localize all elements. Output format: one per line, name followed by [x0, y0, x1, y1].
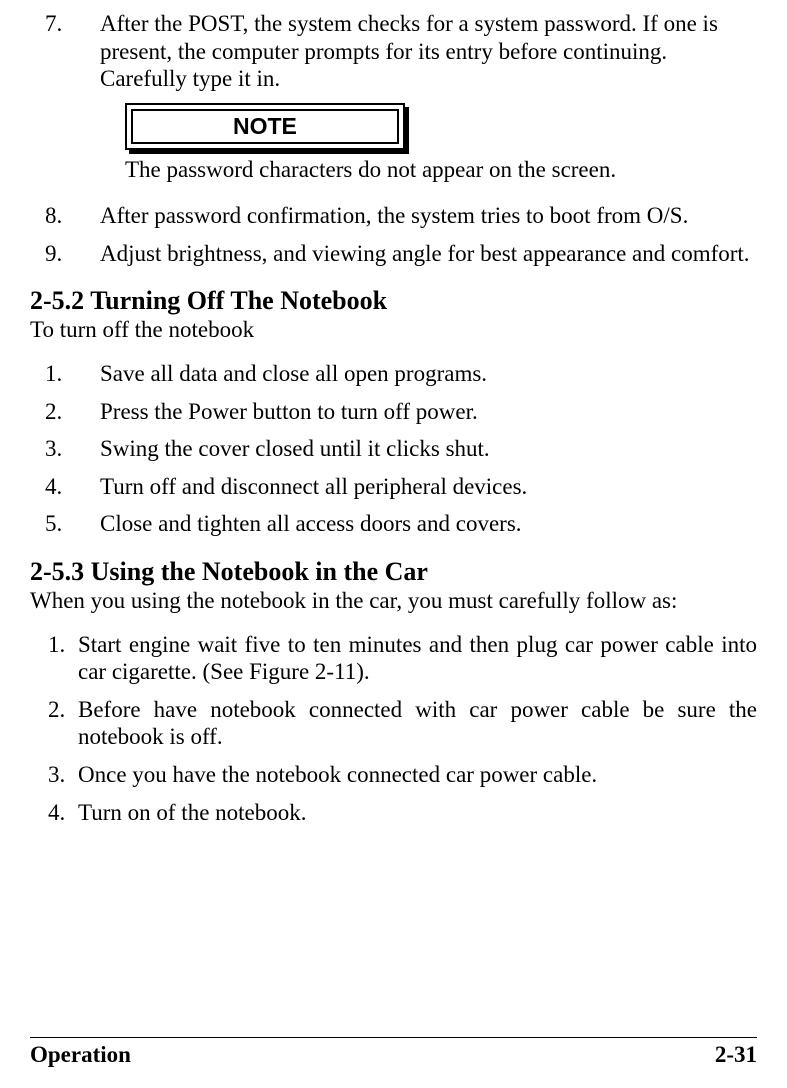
list-item: 2. Press the Power button to turn off po… [30, 398, 757, 426]
item-number: 3. [30, 435, 100, 463]
item-text: Adjust brightness, and viewing angle for… [100, 240, 757, 268]
ordered-list: 1. Save all data and close all open prog… [30, 360, 757, 538]
section-heading: 2-5.2 Turning Off The Notebook [30, 285, 757, 316]
footer-page-number: 2-31 [715, 1042, 757, 1068]
item-text: Save all data and close all open program… [100, 360, 757, 388]
item-number: 7. [30, 10, 100, 93]
list-item: 3. Swing the cover closed until it click… [30, 435, 757, 463]
list-item: 3. Once you have the notebook connected … [30, 761, 757, 789]
item-number: 1. [30, 360, 100, 388]
list-item: 9. Adjust brightness, and viewing angle … [30, 240, 757, 268]
item-text: Before have notebook connected with car … [78, 696, 757, 751]
section-heading: 2-5.3 Using the Notebook in the Car [30, 556, 757, 587]
item-text: Press the Power button to turn off power… [100, 398, 757, 426]
list-item: 5. Close and tighten all access doors an… [30, 510, 757, 538]
section-intro: To turn off the notebook [30, 316, 757, 344]
item-text: Swing the cover closed until it clicks s… [100, 435, 757, 463]
list-item: 1. Save all data and close all open prog… [30, 360, 757, 388]
item-number: 4. [30, 799, 78, 827]
item-text: After the POST, the system checks for a … [100, 10, 757, 93]
item-text: Turn off and disconnect all peripheral d… [100, 473, 757, 501]
item-number: 4. [30, 473, 100, 501]
ordered-list: 1. Start engine wait five to ten minutes… [30, 631, 757, 827]
list-item: 8. After password confirmation, the syst… [30, 202, 757, 230]
list-item: 2. Before have notebook connected with c… [30, 696, 757, 751]
note-label: NOTE [131, 109, 399, 145]
list-item: 4. Turn off and disconnect all periphera… [30, 473, 757, 501]
footer-section-name: Operation [30, 1042, 131, 1068]
page-content: 7. After the POST, the system checks for… [0, 0, 787, 1088]
section-intro: When you using the notebook in the car, … [30, 587, 757, 615]
page-footer: Operation 2-31 [30, 1037, 757, 1068]
item-text: Close and tighten all access doors and c… [100, 510, 757, 538]
item-text: Turn on of the notebook. [78, 799, 757, 827]
item-number: 1. [30, 631, 78, 686]
list-item: 7. After the POST, the system checks for… [30, 10, 757, 93]
list-item: 4. Turn on of the notebook. [30, 799, 757, 827]
item-number: 2. [30, 696, 78, 751]
list-item: 1. Start engine wait five to ten minutes… [30, 631, 757, 686]
note-text: The password characters do not appear on… [125, 156, 757, 184]
item-number: 9. [30, 240, 100, 268]
item-number: 5. [30, 510, 100, 538]
item-text: Start engine wait five to ten minutes an… [78, 631, 757, 686]
item-number: 8. [30, 202, 100, 230]
note-outer-border: NOTE [125, 103, 405, 151]
note-box: NOTE [125, 103, 757, 151]
item-text: Once you have the notebook connected car… [78, 761, 757, 789]
item-text: After password confirmation, the system … [100, 202, 757, 230]
item-number: 2. [30, 398, 100, 426]
item-number: 3. [30, 761, 78, 789]
